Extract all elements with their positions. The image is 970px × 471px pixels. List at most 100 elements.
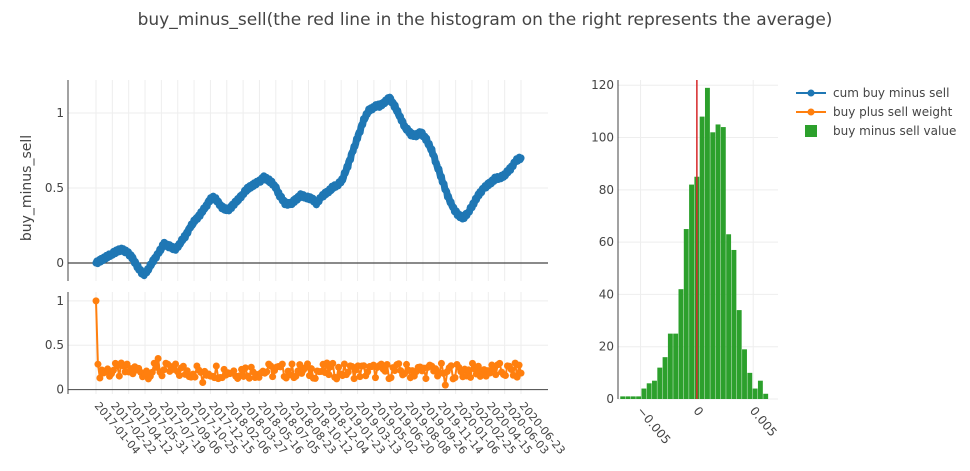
data-point <box>96 374 104 382</box>
data-point <box>241 364 249 372</box>
data-point <box>515 361 523 369</box>
data-point <box>364 368 372 376</box>
data-point <box>191 373 199 381</box>
legend-label: buy plus sell weight <box>833 105 953 119</box>
data-point <box>428 145 436 153</box>
histogram-bar <box>763 393 769 399</box>
data-point <box>465 366 473 374</box>
data-point <box>335 363 343 371</box>
buy-plus-sell-weight-plot: 2017-01-042017-02-222017-04-122017-05-31… <box>45 292 568 457</box>
y-tick-label: 0 <box>56 383 64 397</box>
data-point <box>176 240 184 248</box>
histogram-bar <box>657 367 663 399</box>
histogram-bar <box>662 357 668 399</box>
data-point <box>340 360 348 368</box>
legend-marker <box>807 89 815 97</box>
data-point <box>395 360 403 368</box>
data-point <box>129 253 137 261</box>
data-point <box>288 360 296 368</box>
data-point <box>344 163 352 171</box>
y-axis-label: buy_minus_sell <box>19 135 35 241</box>
data-point <box>470 200 478 208</box>
data-point <box>492 371 500 379</box>
x-tick-label: 0.005 <box>747 404 780 439</box>
histogram-bar <box>757 380 763 399</box>
data-point <box>172 360 180 368</box>
data-point <box>435 165 443 173</box>
data-point <box>104 365 112 373</box>
histogram-bar <box>747 372 753 399</box>
data-point <box>398 116 406 124</box>
data-point <box>329 359 337 367</box>
data-point <box>423 134 431 142</box>
data-point <box>391 101 399 109</box>
data-point <box>278 360 286 368</box>
histogram-bar <box>678 289 684 399</box>
data-point <box>346 156 354 164</box>
data-point <box>344 368 352 376</box>
data-point <box>422 375 430 383</box>
data-point <box>350 375 358 383</box>
data-point <box>441 381 449 389</box>
data-point <box>304 360 312 368</box>
legend-swatch <box>805 125 817 137</box>
y-tick-label: 1 <box>56 294 64 308</box>
y-tick-label: 100 <box>591 131 614 145</box>
y-tick-label: 40 <box>599 287 614 301</box>
cum-buy-minus-sell-plot: 00.51 <box>45 80 548 281</box>
data-point <box>447 198 455 206</box>
data-point <box>351 143 359 151</box>
data-point <box>199 378 207 386</box>
histogram-bar <box>742 349 747 399</box>
y-tick-label: 1 <box>56 106 64 120</box>
data-point <box>517 154 525 162</box>
y-tick-label: 0 <box>606 392 614 406</box>
histogram-bar <box>620 396 626 399</box>
histogram-bar <box>720 127 726 399</box>
legend-label: buy minus sell value <box>833 124 956 138</box>
histogram-bar <box>641 388 647 399</box>
data-point <box>263 368 271 376</box>
histogram-bar <box>667 333 673 399</box>
data-point <box>371 374 379 382</box>
svg-text:buy_minus_sell: buy_minus_sell <box>19 135 35 241</box>
data-point <box>152 363 160 371</box>
y-tick-label: 80 <box>599 183 614 197</box>
histogram-bar <box>625 396 631 399</box>
data-point <box>447 362 455 370</box>
histogram-bar <box>715 124 721 400</box>
data-point <box>158 372 166 380</box>
data-point <box>144 266 152 274</box>
y-tick-label: 0 <box>56 256 64 270</box>
data-point <box>358 121 366 129</box>
histogram-bar <box>646 383 652 399</box>
data-point <box>157 247 165 255</box>
legend: cum buy minus sell buy plus sell weight bu… <box>796 86 956 138</box>
histogram-plot: 0 20 40 60 80 100 120 −0.005 0 0.005 <box>591 78 780 447</box>
data-point <box>245 374 253 382</box>
data-point <box>325 371 333 379</box>
data-point <box>363 110 371 118</box>
data-point <box>356 373 364 381</box>
legend-label: cum buy minus sell <box>833 86 949 100</box>
data-point <box>181 234 189 242</box>
data-point <box>92 297 100 305</box>
data-point <box>94 360 102 368</box>
y-tick-label: 0.5 <box>45 181 64 195</box>
data-point <box>517 369 525 377</box>
data-point <box>430 151 438 159</box>
data-point <box>356 128 364 136</box>
data-point <box>115 372 123 380</box>
data-point <box>383 360 391 368</box>
data-point <box>339 176 347 184</box>
data-point <box>451 374 459 382</box>
data-point <box>175 371 183 379</box>
data-point <box>403 360 411 368</box>
chart-title: buy_minus_sell(the red line in the histo… <box>137 10 833 30</box>
data-point <box>311 374 319 382</box>
data-point <box>272 183 280 191</box>
data-point <box>154 355 162 363</box>
data-point <box>296 361 304 369</box>
data-point <box>440 180 448 188</box>
